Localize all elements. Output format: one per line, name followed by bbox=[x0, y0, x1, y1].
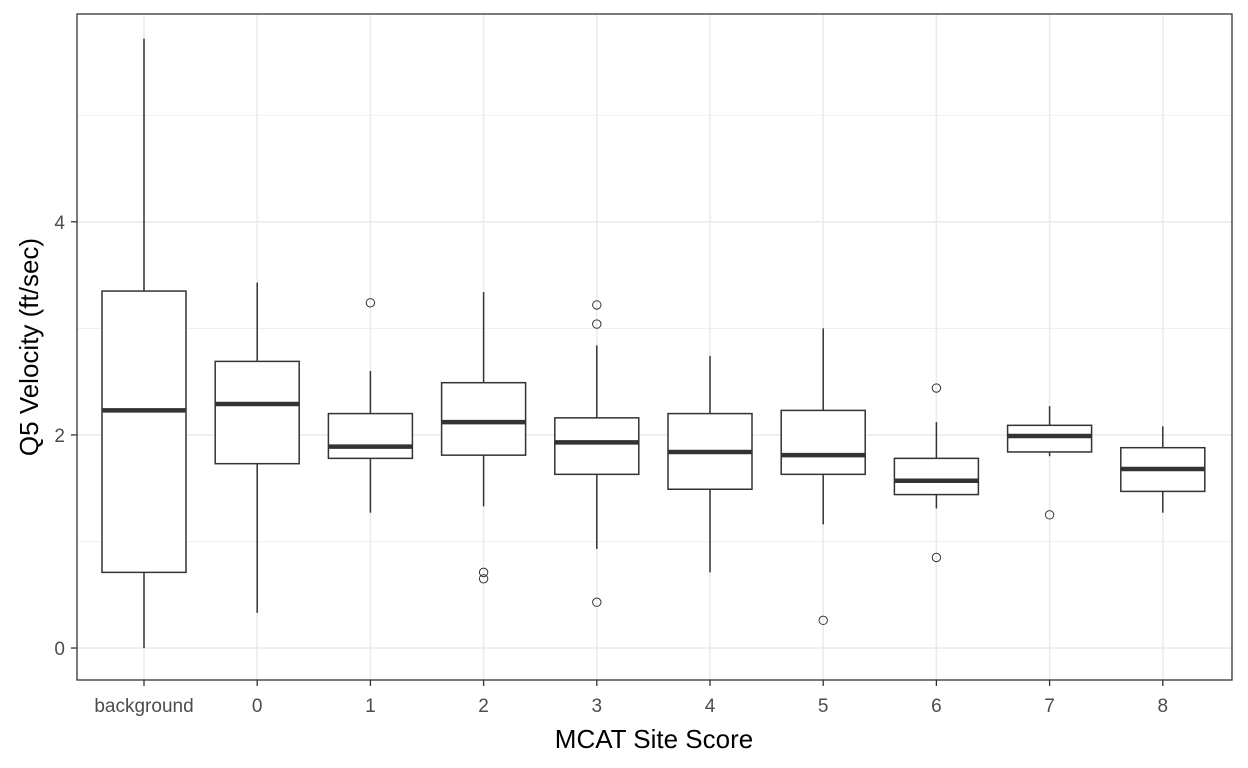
outlier-point bbox=[592, 319, 602, 329]
box-group-3 bbox=[554, 300, 640, 607]
x-tick-label: 5 bbox=[818, 696, 829, 717]
panel-border bbox=[76, 13, 1233, 681]
outlier-point bbox=[818, 615, 828, 626]
x-tick-label: 0 bbox=[252, 696, 263, 717]
outlier-point bbox=[1044, 510, 1055, 520]
box-group-7 bbox=[1006, 406, 1093, 520]
box bbox=[1006, 424, 1093, 453]
y-tick-label: 4 bbox=[54, 213, 65, 234]
y-tick-label: 2 bbox=[54, 426, 65, 447]
box-group-1 bbox=[327, 298, 414, 513]
box-group-8 bbox=[1120, 426, 1206, 513]
outlier-point bbox=[478, 567, 489, 578]
y-tick-label: 0 bbox=[54, 639, 65, 660]
outlier-point bbox=[365, 298, 376, 308]
x-tick-label: 7 bbox=[1044, 696, 1055, 717]
outlier-point bbox=[478, 574, 489, 584]
box bbox=[893, 457, 980, 496]
x-tick-label: background bbox=[94, 696, 193, 717]
x-tick-label: 1 bbox=[365, 696, 376, 717]
x-tick-label: 3 bbox=[592, 696, 603, 717]
x-tick-label: 6 bbox=[931, 696, 942, 717]
box-group-2 bbox=[440, 292, 527, 584]
box-group-5 bbox=[780, 328, 866, 626]
y-axis-title: Q5 Velocity (ft/sec) bbox=[14, 238, 44, 456]
x-tick-label: 8 bbox=[1158, 696, 1169, 717]
box-group-0 bbox=[214, 282, 300, 613]
box bbox=[780, 409, 866, 476]
outlier-point bbox=[592, 597, 602, 607]
box bbox=[327, 412, 414, 460]
outlier-point bbox=[592, 300, 602, 310]
box-group-4 bbox=[667, 356, 753, 573]
outlier-point bbox=[931, 552, 942, 563]
outlier-point bbox=[931, 383, 942, 393]
box bbox=[554, 417, 640, 476]
box bbox=[101, 290, 187, 574]
box-group-background bbox=[101, 38, 187, 649]
x-axis: background 0 1 2 3 4 5 6 7 8 bbox=[94, 680, 1168, 717]
box-series bbox=[101, 38, 1206, 649]
box bbox=[440, 381, 527, 456]
grid-lines bbox=[77, 14, 1232, 680]
x-axis-title: MCAT Site Score bbox=[555, 724, 753, 754]
box bbox=[214, 360, 300, 465]
x-tick-label: 2 bbox=[478, 696, 489, 717]
box-group-6 bbox=[893, 383, 980, 563]
x-tick-label: 4 bbox=[705, 696, 716, 717]
y-axis: 0 2 4 bbox=[54, 213, 77, 660]
